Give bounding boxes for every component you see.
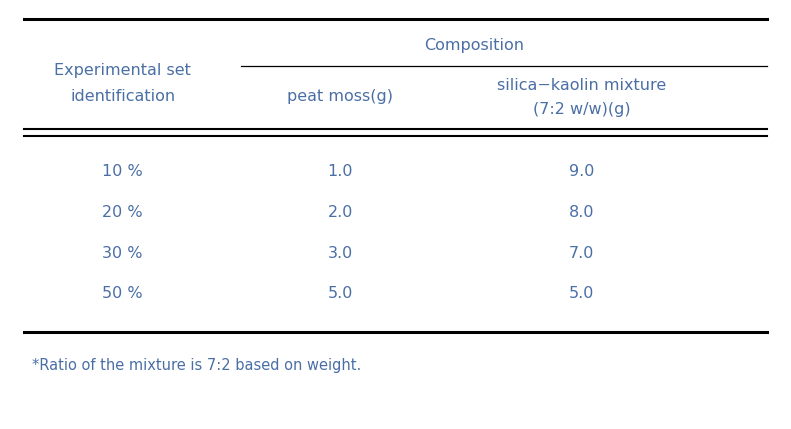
Text: 7.0: 7.0: [569, 246, 594, 260]
Text: 10 %: 10 %: [102, 164, 143, 179]
Text: 50 %: 50 %: [102, 287, 143, 301]
Text: Composition: Composition: [425, 38, 524, 52]
Text: identification: identification: [70, 89, 175, 104]
Text: 20 %: 20 %: [102, 205, 143, 220]
Text: 8.0: 8.0: [569, 205, 594, 220]
Text: silica−kaolin mixture: silica−kaolin mixture: [497, 79, 666, 93]
Text: 5.0: 5.0: [327, 287, 353, 301]
Text: 1.0: 1.0: [327, 164, 353, 179]
Text: Experimental set: Experimental set: [54, 63, 191, 78]
Text: 30 %: 30 %: [102, 246, 143, 260]
Text: 3.0: 3.0: [327, 246, 353, 260]
Text: 2.0: 2.0: [327, 205, 353, 220]
Text: 9.0: 9.0: [569, 164, 594, 179]
Text: 5.0: 5.0: [569, 287, 594, 301]
Text: *Ratio of the mixture is 7:2 based on weight.: *Ratio of the mixture is 7:2 based on we…: [32, 358, 361, 373]
Text: (7:2 w/w)(g): (7:2 w/w)(g): [532, 102, 630, 117]
Text: peat moss(g): peat moss(g): [287, 89, 393, 104]
